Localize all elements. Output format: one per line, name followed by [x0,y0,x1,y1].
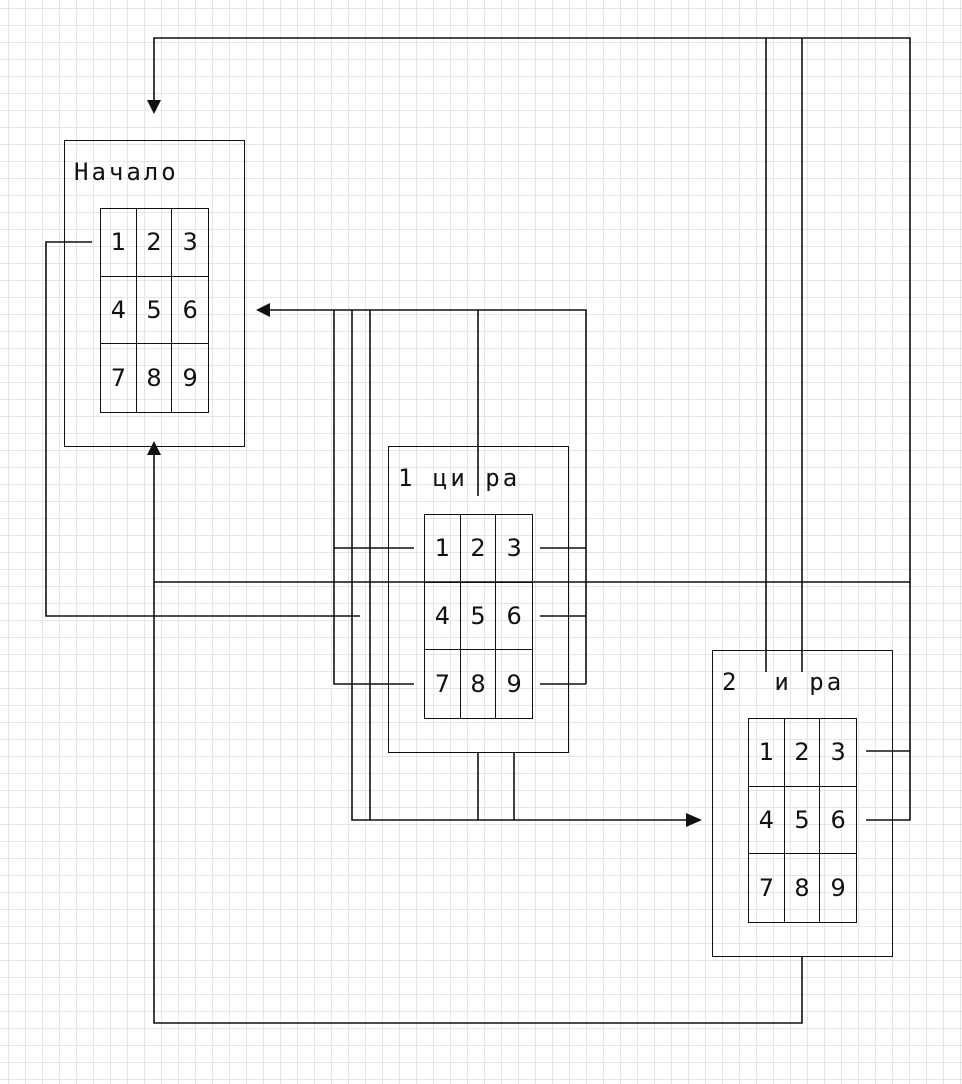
keypad-digit1: 1 2 3 4 5 6 7 8 9 [424,514,533,719]
key-8[interactable]: 8 [785,854,821,922]
key-1[interactable]: 1 [749,719,785,787]
key-5[interactable]: 5 [784,786,821,855]
state-digit2: 2 и ра 1 2 3 4 5 6 7 8 9 [712,650,893,957]
key-3[interactable]: 3 [496,515,532,583]
state-start-title: Начало [74,158,179,186]
key-3[interactable]: 3 [172,209,208,277]
key-5[interactable]: 5 [460,582,497,651]
key-8[interactable]: 8 [137,344,173,412]
key-6[interactable]: 6 [172,277,208,345]
wire-start-key1 [45,241,360,617]
key-6[interactable]: 6 [496,583,532,651]
key-1[interactable]: 1 [101,209,137,277]
key-7[interactable]: 7 [425,650,461,718]
key-7[interactable]: 7 [101,344,137,412]
wire-to-digit2 [351,310,694,821]
key-1[interactable]: 1 [425,515,461,583]
arrow-into-start-right [256,303,270,317]
key-7[interactable]: 7 [749,854,785,922]
key-3[interactable]: 3 [820,719,856,787]
key-8[interactable]: 8 [461,650,497,718]
keypad-start: 1 2 3 4 5 6 7 8 9 [100,208,209,413]
arrow-into-digit2 [686,813,702,827]
key-4[interactable]: 4 [749,786,785,855]
key-2[interactable]: 2 [784,719,821,787]
key-5[interactable]: 5 [136,276,173,345]
wire-stub-2-6 [866,582,911,821]
key-6[interactable]: 6 [820,787,856,855]
state-digit1: 1 ци ра 1 2 3 4 5 6 7 8 9 [388,446,569,753]
key-2[interactable]: 2 [460,515,497,583]
arrow-into-start-top [147,100,161,114]
key-4[interactable]: 4 [425,582,461,651]
state-digit1-title: 1 ци ра [398,464,521,492]
keypad-digit2: 1 2 3 4 5 6 7 8 9 [748,718,857,923]
key-9[interactable]: 9 [506,670,522,699]
state-start: Начало 1 2 3 4 5 6 7 8 9 [64,140,245,447]
wire-top-bus [153,37,911,583]
wire-bottom-return [153,455,803,1024]
key-4[interactable]: 4 [101,276,137,345]
wire-left-trunk [333,310,414,685]
state-digit2-title: 2 и ра [722,668,845,696]
arrow-into-start-bottom [147,441,161,455]
key-9[interactable]: 9 [182,364,198,393]
key-2[interactable]: 2 [136,209,173,277]
key-9[interactable]: 9 [830,874,846,903]
